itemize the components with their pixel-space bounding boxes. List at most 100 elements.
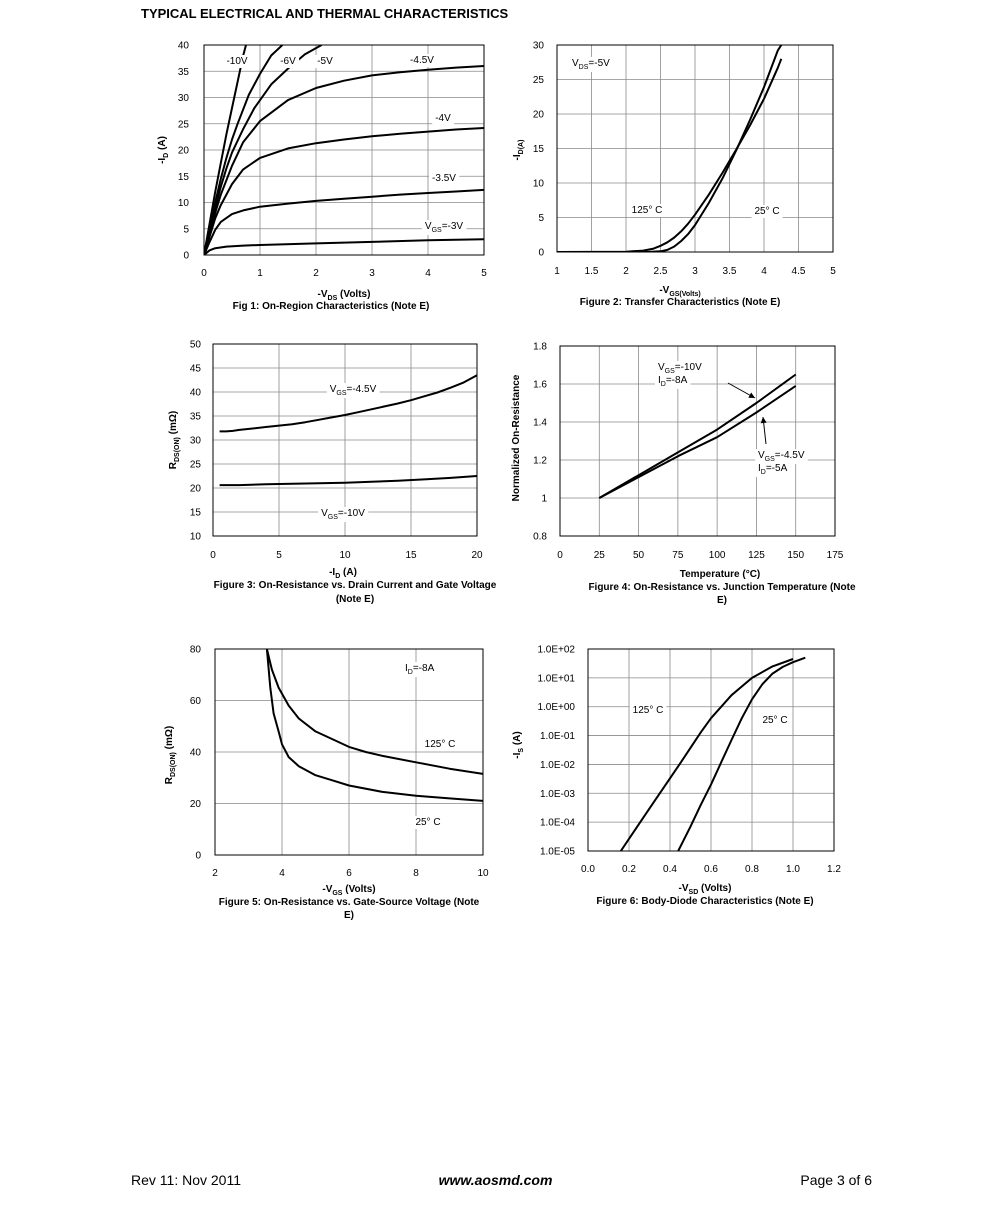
series-line-1 [557,58,783,252]
x-tick-label: 2 [623,266,629,277]
x-tick-label: 125 [748,550,765,561]
y-tick-label: 25 [190,460,202,471]
annotation-label: -4.5V [410,55,434,66]
annotation-label: VGS​=-4.5V [758,450,805,463]
x-axis-label: -ID​ (A) [329,567,357,580]
y-tick-label: 1.2 [533,456,547,467]
annotation-background [755,449,808,464]
annotation-background [402,662,438,677]
y-tick-label: 1.0E-05 [540,847,575,858]
y-tick-label: 15 [533,144,545,155]
chart-title: Figure 4: On-Resistance vs. Junction Tem… [588,582,856,593]
annotation-label: 125° C [425,739,456,750]
x-tick-label: 1.5 [585,266,599,277]
chart-title: Fig 1: On-Region Characteristics (Note E… [233,301,430,312]
annotation-background [412,816,444,829]
y-tick-label: 0 [538,248,544,259]
chart-title: Figure 2: Transfer Characteristics (Note… [580,297,781,308]
footer-website-link[interactable]: www.aosmd.com [438,1172,553,1188]
x-tick-label: 3 [369,268,375,279]
annotation-label: -6V [280,56,296,67]
series-line-1 [265,649,483,775]
y-tick-label: 20 [178,146,190,157]
annotation-background [751,205,783,218]
y-tick-label: 25 [178,119,190,130]
y-tick-label: 20 [533,110,545,121]
plot-frame [214,648,484,856]
y-tick-label: 1 [541,494,547,505]
x-axis-label: Temperature (°C) [680,569,761,580]
x-axis-label: -VDS​ (Volts) [318,289,371,302]
y-tick-label: 10 [533,179,545,190]
y-tick-label: 80 [190,645,202,656]
series-line-1 [598,373,797,499]
annotation-label: 25° C [762,715,787,726]
plot-frame [203,44,485,256]
series-line-1 [619,658,794,851]
y-tick-label: 20 [190,484,202,495]
x-tick-label: 5 [481,268,487,279]
y-tick-label: 10 [190,532,202,543]
series-line-1 [219,374,477,433]
x-tick-label: 6 [346,868,352,879]
annotation-label: ID​=-5A [758,463,788,476]
x-axis-label: -VGS(Volts)​ [659,285,700,298]
y-tick-label: 1.8 [533,342,547,353]
y-tick-label: 30 [533,41,545,52]
y-tick-label: 0.8 [533,532,547,543]
footer-revision: Rev 11: Nov 2011 [131,1172,241,1188]
footer-page-number: Page 3 of 6 [800,1172,872,1188]
chart-title: Figure 5: On-Resistance vs. Gate-Source … [219,897,480,908]
y-tick-label: 35 [190,412,202,423]
x-tick-label: 100 [709,550,726,561]
x-tick-label: 3 [692,266,698,277]
series-line-2 [204,45,284,255]
y-tick-label: 1.0E+00 [537,702,575,713]
annotation-background [755,462,791,477]
y-tick-label: 25 [533,75,545,86]
x-tick-label: 1.2 [827,864,841,875]
chart-title: Figure 3: On-Resistance vs. Drain Curren… [214,580,497,591]
y-tick-label: 1.0E-03 [540,789,575,800]
y-tick-label: 1.6 [533,380,547,391]
series-line-7 [204,238,484,255]
x-tick-label: 15 [405,550,417,561]
x-tick-label: 5 [830,266,836,277]
y-axis-label: -ID​ (A) [157,136,170,164]
x-tick-label: 0.6 [704,864,718,875]
annotation-background [655,374,691,389]
arrow-head [748,392,755,398]
x-tick-label: 3.5 [723,266,737,277]
x-tick-label: 5 [276,550,282,561]
x-tick-label: 4 [761,266,767,277]
y-tick-label: 1.0E-01 [540,731,575,742]
x-tick-label: 20 [471,550,483,561]
y-tick-label: 60 [190,696,202,707]
y-tick-label: 40 [178,41,190,52]
annotation-label: -4V [435,113,451,124]
series-line-6 [204,188,484,255]
annotation-label: 125° C [632,205,663,216]
y-tick-label: 15 [190,508,202,519]
y-axis-label: -IS​ (A) [512,731,525,758]
annotation-label: 25° C [415,817,440,828]
chart-title: E) [344,910,354,921]
annotation-label: 125° C [633,705,664,716]
x-tick-label: 2.5 [654,266,668,277]
x-tick-label: 25 [594,550,606,561]
annotation-background [277,55,300,68]
annotation-background [628,204,666,217]
y-tick-label: 10 [178,198,190,209]
x-tick-label: 1.0 [786,864,800,875]
y-tick-label: 1.0E+01 [537,673,575,684]
y-tick-label: 50 [190,340,202,351]
annotation-label: ID​=-8A [405,663,435,676]
x-tick-label: 4 [279,868,285,879]
annotation-background [429,172,460,185]
annotation-arrow [727,382,756,399]
y-axis-label: Normalized On-Resistance [511,374,522,501]
plot-frame [212,343,478,537]
plot-frame [556,44,834,253]
